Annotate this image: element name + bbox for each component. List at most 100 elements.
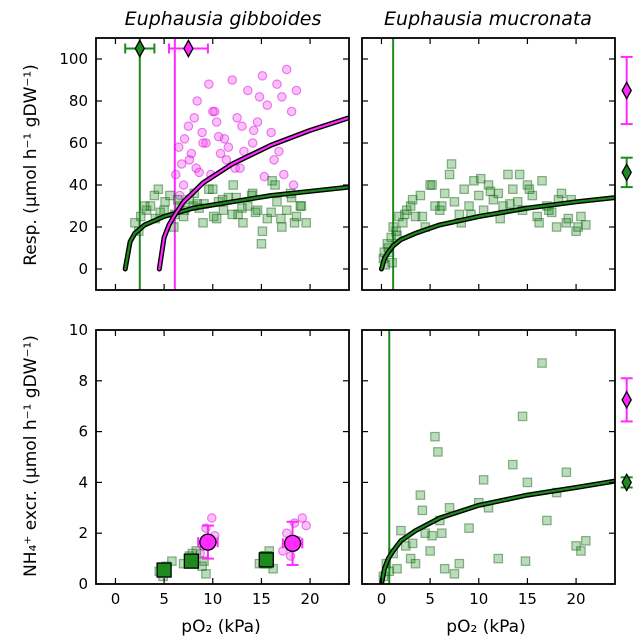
data-point — [425, 180, 435, 190]
data-point — [291, 211, 302, 222]
ylabel-top: Resp. (µmol h⁻¹ gDW⁻¹) — [21, 64, 41, 266]
plot-area — [378, 38, 615, 290]
data-point — [201, 569, 211, 579]
panel-top-right — [361, 37, 633, 291]
data-point — [276, 213, 286, 224]
data-point — [405, 201, 416, 211]
data-point — [563, 213, 574, 224]
fit-curve — [380, 196, 615, 271]
y-tick-label: 0 — [78, 575, 88, 593]
data-point — [483, 180, 494, 190]
data-point — [237, 121, 247, 131]
data-point — [522, 477, 533, 488]
data-point — [174, 190, 185, 201]
x-tick-label: 15 — [518, 590, 537, 608]
data-point — [259, 171, 270, 182]
data-point — [396, 525, 406, 536]
data-point — [218, 205, 229, 215]
data-point — [183, 121, 194, 131]
data-point — [459, 184, 469, 194]
data-point — [286, 106, 297, 117]
data-point — [430, 431, 440, 442]
data-point — [266, 207, 276, 218]
data-point — [257, 226, 268, 236]
data-point — [427, 530, 437, 541]
x-tick-label: 20 — [567, 590, 586, 608]
y-tick-label: 10 — [69, 321, 88, 339]
data-point — [478, 475, 489, 485]
data-point — [410, 558, 421, 569]
data-point — [207, 106, 218, 117]
data-point — [488, 194, 499, 205]
y-tick-label: 6 — [78, 423, 88, 441]
data-point — [269, 155, 279, 165]
data-point — [208, 211, 219, 222]
y-tick-label: 100 — [59, 50, 88, 68]
x-tick-label: 10 — [203, 590, 222, 608]
data-point — [186, 148, 197, 159]
y-tick-label: 8 — [78, 372, 88, 390]
data-point — [184, 155, 195, 165]
data-point — [262, 100, 273, 110]
y-tick-label: 40 — [69, 176, 88, 194]
data-point — [551, 222, 562, 232]
data-point — [145, 201, 156, 211]
data-point — [247, 138, 258, 148]
data-point — [201, 138, 211, 148]
data-point — [407, 194, 418, 205]
data-point — [520, 556, 531, 566]
data-point — [581, 220, 591, 230]
data-point — [537, 358, 547, 368]
data-point — [223, 142, 234, 152]
data-point — [415, 190, 426, 201]
panel-bottom-left: 0 5 10 15 20 0 2 4 6 8 10 — [69, 321, 350, 608]
data-point — [415, 490, 426, 500]
data-point — [527, 190, 538, 201]
data-point — [435, 205, 445, 215]
data-point — [257, 71, 268, 81]
data-point — [449, 197, 460, 207]
data-point — [277, 222, 287, 232]
data-point — [272, 79, 282, 89]
data-point — [160, 197, 170, 207]
summary-point — [258, 552, 274, 568]
axes-frame — [361, 37, 616, 291]
data-point — [508, 184, 518, 194]
data-point — [503, 169, 513, 180]
data-point — [176, 159, 187, 169]
x-tick-label: 20 — [301, 590, 320, 608]
summary-point — [621, 390, 632, 410]
data-point — [401, 205, 412, 215]
data-point — [301, 520, 311, 531]
data-point — [237, 203, 247, 213]
data-point — [398, 218, 408, 228]
y-tick-label: 0 — [78, 260, 88, 278]
data-point — [485, 186, 496, 197]
data-point — [191, 163, 202, 173]
data-point — [514, 169, 525, 180]
data-point — [386, 232, 396, 243]
data-point — [179, 134, 190, 144]
data-point — [198, 218, 208, 228]
summary-point — [183, 39, 194, 58]
data-point — [262, 213, 273, 224]
data-point — [235, 163, 245, 173]
data-point — [173, 142, 184, 152]
summary-point — [621, 472, 632, 492]
summary-point — [183, 553, 200, 569]
data-point — [233, 209, 243, 220]
data-point — [288, 180, 299, 190]
y-tick-label: 20 — [69, 218, 88, 236]
summary-point — [134, 39, 146, 58]
panel-bottom-right: 0 5 10 15 20 — [361, 329, 633, 608]
data-point — [505, 199, 515, 209]
x-tick-label: 10 — [469, 590, 488, 608]
data-point — [571, 226, 581, 236]
data-point — [537, 176, 547, 186]
plot-area — [122, 38, 349, 290]
data-point — [427, 180, 437, 190]
data-point — [199, 556, 209, 566]
data-point — [517, 411, 528, 422]
panel-top-left: 0 20 40 60 80 100 — [59, 37, 350, 291]
